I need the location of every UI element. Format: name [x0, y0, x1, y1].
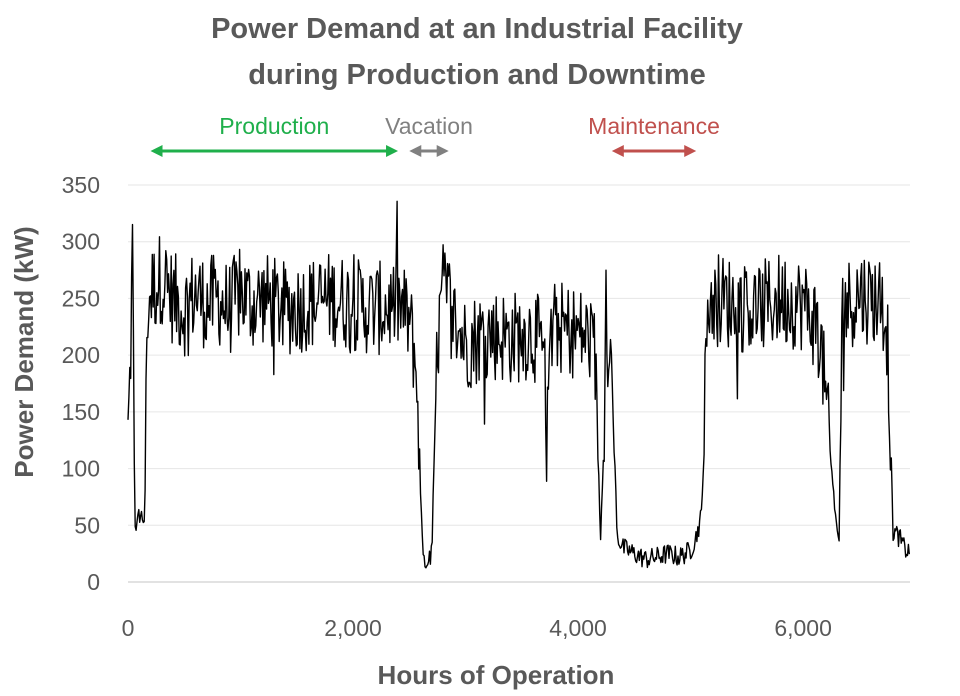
arrow-head-left	[409, 145, 422, 157]
y-tick-label: 0	[87, 569, 100, 595]
annotation-label: Vacation	[385, 113, 473, 139]
annotation-label: Maintenance	[588, 113, 720, 139]
x-tick-label: 2,000	[324, 615, 382, 641]
x-tick-label: 6,000	[774, 615, 832, 641]
y-tick-label: 250	[62, 285, 100, 311]
arrow-head-right	[436, 145, 449, 157]
arrow-head-right	[684, 145, 697, 157]
gridlines	[128, 184, 910, 583]
arrow-head-left	[150, 145, 163, 157]
y-tick-label: 150	[62, 399, 100, 425]
x-axis-ticks: 0 2,000 4,000 6,000	[122, 615, 832, 641]
y-axis-title: Power Demand (kW)	[9, 226, 39, 477]
x-axis-title: Hours of Operation	[378, 660, 615, 690]
annotation-label: Production	[219, 113, 329, 139]
x-tick-label: 4,000	[549, 615, 607, 641]
y-tick-label: 200	[62, 342, 100, 368]
y-axis-ticks: 0 50 100 150 200 250 300 350	[62, 172, 100, 595]
y-tick-label: 350	[62, 172, 100, 198]
y-tick-label: 300	[62, 229, 100, 255]
chart-title-line-1: Power Demand at an Industrial Facility	[211, 13, 743, 45]
chart-title-line-2: during Production and Downtime	[248, 59, 706, 91]
x-tick-label: 0	[122, 615, 135, 641]
y-tick-label: 50	[74, 512, 100, 538]
arrow-head-left	[611, 145, 624, 157]
power-demand-series	[127, 200, 910, 569]
annotations: Production Vacation Maintenance	[150, 113, 720, 157]
y-tick-label: 100	[62, 456, 100, 482]
arrow-head-right	[386, 145, 399, 157]
plot-area	[127, 200, 910, 569]
